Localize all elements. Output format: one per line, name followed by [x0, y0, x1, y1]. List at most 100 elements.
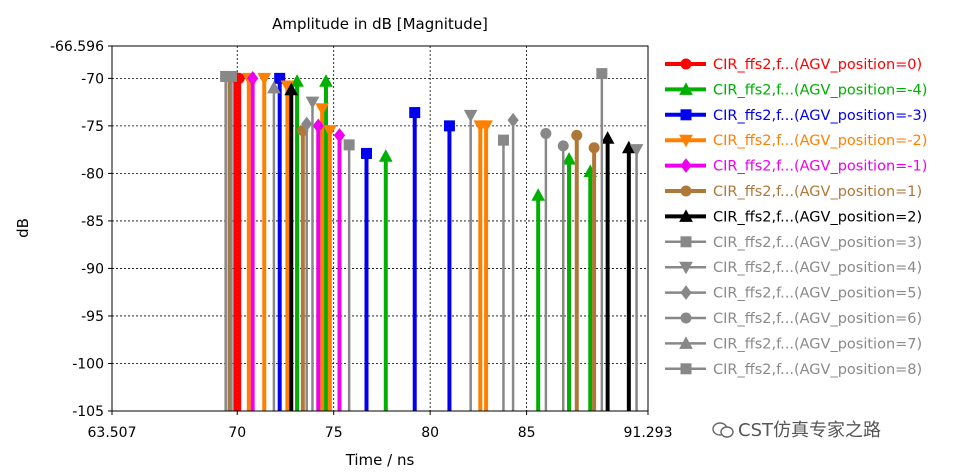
legend-marker — [680, 363, 692, 375]
legend-marker — [680, 158, 692, 173]
y-axis-label: dB — [14, 218, 32, 238]
stem-marker — [540, 127, 552, 139]
stem-marker — [378, 149, 393, 162]
series-2 — [274, 72, 455, 411]
legend-label: CIR_ffs2,f...(AGV_position=5) — [713, 286, 922, 302]
stem-marker — [360, 147, 372, 159]
legend-label: CIR_ffs2,f...(AGV_position=8) — [713, 362, 922, 378]
legend-label: CIR_ffs2,f...(AGV_position=6) — [713, 311, 922, 327]
stem-marker — [284, 82, 299, 96]
legend-label: CIR_ffs2,f...(AGV_position=-1) — [713, 159, 927, 175]
stem-marker — [596, 68, 608, 80]
series-7 — [220, 68, 608, 411]
x-tick-label: 70 — [228, 425, 246, 441]
legend-entry: CIR_ffs2,f...(AGV_position=5) — [665, 285, 922, 302]
stem-marker — [409, 107, 421, 119]
legend-label: CIR_ffs2,f...(AGV_position=0) — [713, 57, 922, 73]
x-tick-label: 75 — [325, 425, 343, 441]
stem-marker — [343, 139, 355, 151]
stem-marker — [629, 144, 644, 157]
x-tick-label: 63.507 — [88, 425, 137, 441]
series-9 — [301, 112, 519, 411]
legend-label: CIR_ffs2,f...(AGV_position=7) — [713, 336, 922, 352]
legend-marker — [679, 209, 693, 222]
stem-marker — [247, 71, 259, 86]
legend-label: CIR_ffs2,f...(AGV_position=1) — [713, 184, 922, 200]
stem-marker — [267, 80, 281, 94]
x-axis-label: Time / ns — [345, 451, 415, 469]
stem-marker — [507, 112, 519, 128]
legend-marker — [680, 285, 692, 300]
legend-label: CIR_ffs2,f...(AGV_position=-2) — [713, 133, 927, 149]
legend-entry: CIR_ffs2,f...(AGV_position=-1) — [665, 158, 927, 175]
legend-label: CIR_ffs2,f...(AGV_position=3) — [713, 235, 922, 251]
x-tick-label: 91.293 — [624, 425, 673, 441]
stem-marker — [305, 96, 320, 110]
legend-marker — [680, 109, 692, 121]
legend-entry: CIR_ffs2,f...(AGV_position=0) — [665, 57, 922, 73]
legend-marker — [680, 58, 692, 70]
series-3 — [241, 72, 493, 411]
legend-entry: CIR_ffs2,f...(AGV_position=6) — [665, 311, 922, 327]
legend-marker — [679, 336, 693, 349]
legend-label: CIR_ffs2,f...(AGV_position=4) — [713, 260, 922, 276]
legend-marker — [680, 236, 692, 248]
y-tick-label: -90 — [81, 261, 104, 277]
y-tick-label: -75 — [81, 119, 104, 135]
legend: CIR_ffs2,f...(AGV_position=0) CIR_ffs2,f.… — [665, 57, 927, 378]
legend-entry: CIR_ffs2,f...(AGV_position=-4) — [665, 82, 927, 98]
stem-marker — [312, 118, 324, 134]
legend-entry: CIR_ffs2,f...(AGV_position=4) — [665, 260, 922, 276]
stem-marker — [319, 74, 333, 87]
series-11 — [267, 80, 281, 411]
legend-entry: CIR_ffs2,f...(AGV_position=-2) — [665, 133, 927, 149]
y-tick-label: -100 — [72, 356, 104, 372]
legend-marker — [679, 134, 693, 148]
y-tick-label: -66.596 — [50, 39, 104, 55]
watermark: CST仿真专家之路 — [712, 416, 881, 442]
plot-grid — [112, 46, 648, 411]
y-tick-label: -95 — [81, 309, 104, 325]
plot-data — [220, 68, 644, 411]
series-5 — [224, 70, 600, 411]
x-tick-label: 85 — [518, 425, 536, 441]
stem-marker — [274, 72, 286, 84]
legend-marker — [679, 261, 693, 275]
legend-entry: CIR_ffs2,f...(AGV_position=2) — [665, 209, 922, 225]
x-tick-label: 80 — [421, 425, 439, 441]
legend-entry: CIR_ffs2,f...(AGV_position=8) — [665, 362, 922, 378]
legend-entry: CIR_ffs2,f...(AGV_position=-3) — [665, 108, 927, 124]
plot-frame — [111, 45, 649, 412]
legend-entry: CIR_ffs2,f...(AGV_position=1) — [665, 184, 922, 200]
legend-marker — [680, 312, 692, 324]
stem-marker — [571, 129, 583, 141]
stem-marker — [443, 120, 455, 132]
chart-title: Amplitude in dB [Magnitude] — [272, 15, 488, 33]
legend-marker — [680, 185, 692, 197]
legend-label: CIR_ffs2,f...(AGV_position=2) — [713, 209, 922, 225]
stem-marker — [315, 103, 329, 116]
stem-marker — [323, 125, 337, 138]
wechat-icon — [712, 422, 734, 438]
stem-marker — [225, 70, 237, 82]
series-4 — [247, 71, 346, 411]
stem-marker — [562, 152, 576, 165]
stem-marker — [463, 109, 478, 123]
stem-marker — [257, 72, 272, 86]
y-tick-label: -70 — [81, 71, 104, 87]
legend-entry: CIR_ffs2,f...(AGV_position=3) — [665, 235, 922, 251]
series-10 — [540, 127, 569, 411]
axis-ticks: 63.507 70 75 80 85 91.293 -66.596 -70 -75 -80 -85 -… — [50, 39, 673, 441]
legend-marker — [679, 82, 693, 95]
stem-marker — [588, 142, 600, 154]
legend-label: CIR_ffs2,f...(AGV_position=-4) — [713, 82, 927, 98]
stem-marker — [497, 134, 509, 146]
stem-marker — [557, 140, 569, 152]
series-1 — [290, 74, 598, 411]
stem-marker — [333, 128, 346, 143]
watermark-text: CST仿真专家之路 — [738, 420, 881, 441]
y-tick-label: -105 — [72, 404, 104, 420]
series-6 — [284, 82, 636, 411]
series-8 — [305, 96, 644, 411]
